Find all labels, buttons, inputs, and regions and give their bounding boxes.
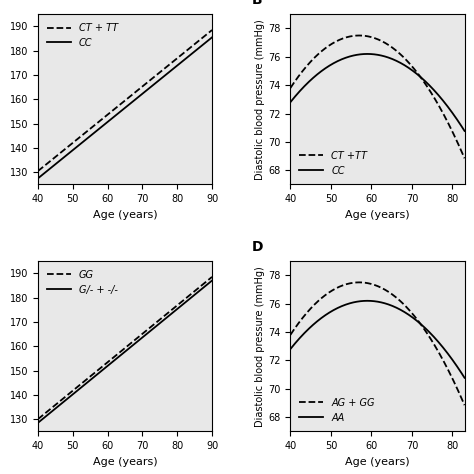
X-axis label: Age (years): Age (years) — [345, 210, 410, 220]
AG + GG — [392, 293, 398, 299]
GG — [36, 416, 41, 421]
CC — [182, 57, 188, 63]
CT +TT — [288, 85, 293, 91]
CC — [395, 59, 401, 64]
CT + TT — [193, 40, 199, 46]
CT +TT — [395, 49, 401, 55]
Y-axis label: Diastolic blood pressure (mmHg): Diastolic blood pressure (mmHg) — [255, 19, 265, 180]
AG + GG — [435, 348, 440, 354]
AG + GG — [356, 280, 362, 285]
CT +TT — [392, 46, 398, 52]
GG — [182, 296, 188, 302]
AA — [288, 346, 294, 351]
AG + GG — [391, 293, 397, 299]
Line: CC: CC — [291, 54, 465, 131]
CC — [35, 175, 41, 181]
G/- + -/- — [182, 300, 188, 306]
CC — [288, 99, 294, 104]
Legend: CT + TT, CC: CT + TT, CC — [43, 19, 122, 52]
GG — [193, 287, 199, 293]
CT +TT — [462, 155, 467, 161]
CT + TT — [142, 82, 147, 88]
CC — [36, 175, 41, 181]
CC — [365, 51, 370, 57]
AA — [288, 346, 293, 352]
CT + TT — [36, 168, 41, 173]
Y-axis label: Diastolic blood pressure (mmHg): Diastolic blood pressure (mmHg) — [255, 266, 265, 427]
AA — [435, 338, 440, 344]
AA — [365, 298, 370, 304]
X-axis label: Age (years): Age (years) — [93, 456, 157, 466]
Legend: CT +TT, CC: CT +TT, CC — [295, 147, 371, 180]
GG — [209, 274, 215, 280]
AG + GG — [462, 402, 467, 408]
CC — [446, 105, 452, 111]
CT +TT — [288, 84, 294, 90]
AA — [391, 304, 397, 310]
Line: GG: GG — [38, 277, 212, 419]
Line: AG + GG: AG + GG — [291, 283, 465, 405]
CC — [462, 128, 467, 134]
GG — [142, 329, 147, 335]
AA — [392, 304, 398, 310]
AA — [446, 352, 452, 358]
GG — [35, 416, 41, 422]
CT +TT — [435, 101, 440, 107]
G/- + -/- — [209, 278, 215, 283]
AG + GG — [446, 368, 452, 374]
Line: CT +TT: CT +TT — [291, 36, 465, 158]
CC — [392, 57, 398, 63]
CT +TT — [391, 46, 397, 52]
AG + GG — [288, 331, 294, 337]
Line: AA: AA — [291, 301, 465, 378]
AG + GG — [288, 332, 293, 337]
CT + TT — [35, 168, 41, 174]
CC — [193, 48, 199, 54]
GG — [139, 332, 145, 337]
G/- + -/- — [139, 335, 145, 341]
Line: CC: CC — [38, 37, 212, 178]
X-axis label: Age (years): Age (years) — [345, 456, 410, 466]
CC — [435, 91, 440, 97]
CT + TT — [139, 84, 145, 90]
G/- + -/- — [36, 419, 41, 425]
G/- + -/- — [35, 420, 41, 426]
CT + TT — [209, 27, 215, 33]
CC — [209, 35, 215, 40]
CT +TT — [356, 33, 362, 38]
Line: G/- + -/-: G/- + -/- — [38, 281, 212, 423]
CC — [139, 91, 145, 97]
G/- + -/- — [142, 333, 147, 338]
Text: B: B — [252, 0, 263, 8]
AA — [395, 305, 401, 311]
AG + GG — [395, 296, 401, 301]
CC — [391, 57, 397, 63]
CT + TT — [138, 85, 144, 91]
G/- + -/- — [138, 336, 144, 341]
AA — [462, 375, 467, 381]
Text: D: D — [252, 240, 264, 254]
Legend: GG, G/- + -/-: GG, G/- + -/- — [43, 266, 121, 299]
Legend: AG + GG, AA: AG + GG, AA — [295, 394, 379, 427]
CC — [138, 92, 144, 98]
X-axis label: Age (years): Age (years) — [93, 210, 157, 220]
G/- + -/- — [193, 291, 199, 297]
CT +TT — [446, 121, 452, 127]
CC — [142, 89, 147, 95]
CT + TT — [182, 49, 188, 55]
GG — [138, 332, 144, 338]
CC — [288, 100, 293, 105]
Line: CT + TT: CT + TT — [38, 30, 212, 171]
